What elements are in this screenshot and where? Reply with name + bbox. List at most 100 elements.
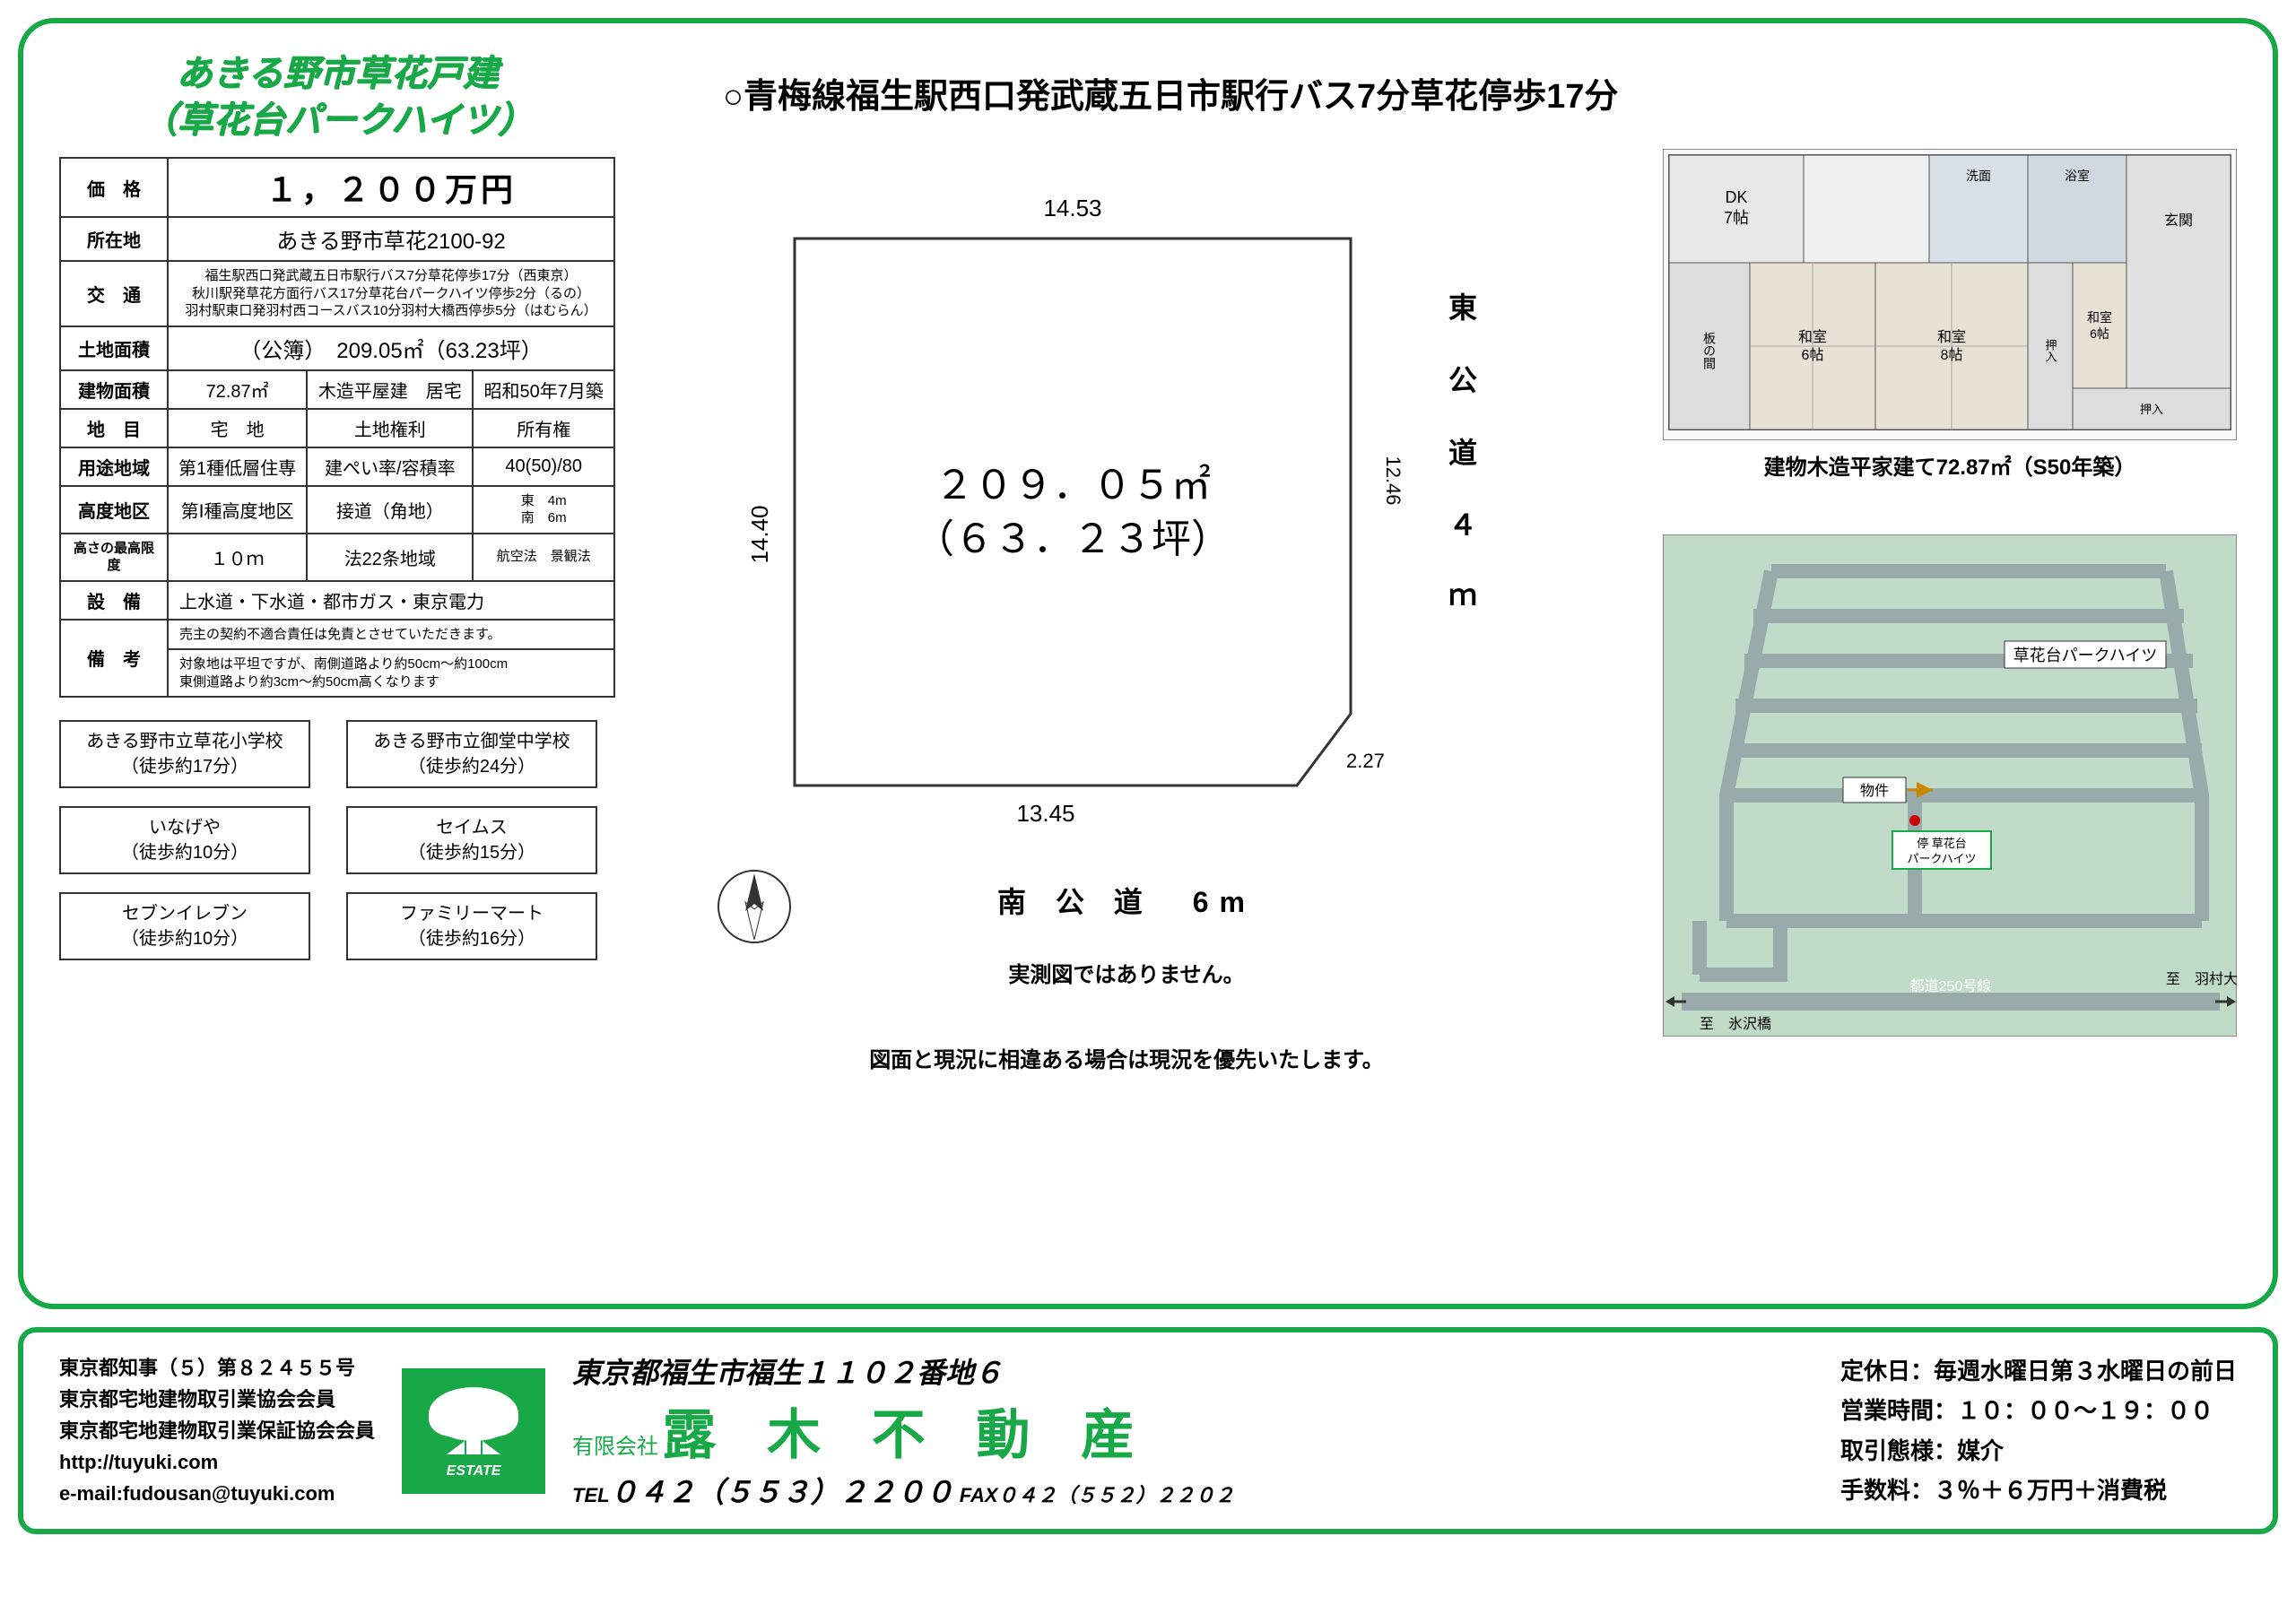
svg-text:至 羽村大橋: 至 羽村大橋 xyxy=(2166,971,2238,987)
company-name: 露 木 不 動 産 xyxy=(662,1405,1152,1465)
youto-v1: 第1種低層住専 xyxy=(168,447,307,486)
height-label: 高さの最高限度 xyxy=(60,534,168,581)
south-road-label: 南 公 道 6m xyxy=(723,880,1530,921)
koudo-v1: 第Ⅰ種高度地区 xyxy=(168,486,307,534)
youto-v2: 建ぺい率/容積率 xyxy=(307,447,473,486)
height-v2: 法22条地域 xyxy=(307,534,473,581)
access-info: ○青梅線福生駅西口発武蔵五日市駅行バス7分草花停歩17分 xyxy=(723,68,1618,117)
tree-icon xyxy=(420,1383,527,1463)
svg-text:6帖: 6帖 xyxy=(1802,347,1824,363)
assoc-1: 東京都宅地建物取引業協会会員 xyxy=(59,1384,375,1415)
facility-box: ファミリーマート（徒歩約16分） xyxy=(346,892,597,960)
land-area-value: （公簿） 209.05㎡（63.23坪） xyxy=(168,326,614,370)
transport-value: 福生駅西口発武蔵五日市駅行バス7分草花停歩17分（西東京） 秋川駅発草花方面行バ… xyxy=(168,261,614,326)
company-logo: ESTATE xyxy=(402,1368,545,1494)
svg-text:都道250号線: 都道250号線 xyxy=(1910,978,1992,994)
svg-text:6帖: 6帖 xyxy=(2090,326,2109,341)
compass-icon xyxy=(714,866,795,947)
email-addr: e-mail:fudousan@tuyuki.com xyxy=(59,1478,375,1509)
footer-business-info: 定休日：毎週水曜日第３水曜日の前日 営業時間：１０：００～１９：００ 取引態様：… xyxy=(1840,1351,2237,1510)
bikou-v2: 対象地は平坦ですが、南側道路より約50cm～約100cm 東側道路より約3cm～… xyxy=(168,649,614,697)
footer-credentials: 東京都知事（５）第８２４５５号 東京都宅地建物取引業協会会員 東京都宅地建物取引… xyxy=(59,1352,375,1510)
koudo-v2: 接道（角地） xyxy=(307,486,473,534)
facility-box: あきる野市立草花小学校（徒歩約17分） xyxy=(59,720,310,788)
land-area-label: 土地面積 xyxy=(60,326,168,370)
svg-text:押入: 押入 xyxy=(2140,403,2163,416)
nearby-facilities: あきる野市立草花小学校（徒歩約17分） あきる野市立御堂中学校（徒歩約24分） … xyxy=(59,720,615,960)
bldg-area-label: 建物面積 xyxy=(60,370,168,409)
svg-text:14.40: 14.40 xyxy=(746,505,773,563)
assoc-2: 東京都宅地建物取引業保証協会会員 xyxy=(59,1415,375,1446)
property-title: あきる野市草花戸建 （草花台パークハイツ） xyxy=(59,50,615,143)
location-value: あきる野市草花2100-92 xyxy=(168,217,614,261)
floorplan-diagram: DK 7帖 洗面 浴室 玄関 板の間 和室 6帖 xyxy=(1663,149,2237,440)
svg-text:7帖: 7帖 xyxy=(1724,209,1749,227)
svg-text:和室: 和室 xyxy=(1937,329,1966,345)
company-address: 東京都福生市福生１１０２番地６ xyxy=(572,1350,1813,1392)
svg-text:板の間: 板の間 xyxy=(1702,332,1717,370)
location-map: 草花台パークハイツ 物件 停 草花台 パークハイツ 都道250号線 至 羽村大橋… xyxy=(1663,534,2237,1037)
svg-text:和室: 和室 xyxy=(2087,310,2112,325)
property-details-table: 価 格 １，２００万円 所在地 あきる野市草花2100-92 交 通 福生駅西口… xyxy=(59,157,615,698)
svg-text:DK: DK xyxy=(1725,188,1747,206)
east-road-label: 東 公 道 ４ ｍ xyxy=(1440,292,1482,629)
price-label: 価 格 xyxy=(60,158,168,217)
svg-text:押入: 押入 xyxy=(2044,339,2057,362)
svg-text:2.27: 2.27 xyxy=(1346,750,1385,772)
height-v3: 航空法 景観法 xyxy=(473,534,614,581)
chimoku-v2: 土地権利 xyxy=(307,409,473,447)
right-column: DK 7帖 洗面 浴室 玄関 板の間 和室 6帖 xyxy=(1663,149,2237,1037)
location-label: 所在地 xyxy=(60,217,168,261)
youto-v3: 40(50)/80 xyxy=(473,447,614,486)
svg-text:14.53: 14.53 xyxy=(1043,195,1101,221)
plot-note-1: 実測図ではありません。 xyxy=(723,957,1530,988)
svg-text:物件: 物件 xyxy=(1860,783,1889,799)
koudo-v3: 東 4m 南 6m xyxy=(473,486,614,534)
plot-diagram: 14.53 14.40 13.45 2.27 12.46 ２０９．０５㎡ （６３… xyxy=(723,185,1530,1171)
website-link[interactable]: http://tuyuki.com xyxy=(59,1451,218,1473)
setsubi-label: 設 備 xyxy=(60,581,168,620)
lot-shape: 14.53 14.40 13.45 2.27 12.46 ２０９．０５㎡ （６３… xyxy=(723,185,1422,866)
chimoku-v1: 宅 地 xyxy=(168,409,307,447)
svg-text:草花台パークハイツ: 草花台パークハイツ xyxy=(2013,647,2158,664)
svg-text:玄関: 玄関 xyxy=(2164,213,2193,229)
business-hours: 営業時間：１０：００～１９：００ xyxy=(1840,1391,2237,1430)
bldg-area-v3: 昭和50年7月築 xyxy=(473,370,614,409)
transport-label: 交 通 xyxy=(60,261,168,326)
plot-note-2: 図面と現況に相違ある場合は現況を優先いたします。 xyxy=(723,1042,1530,1073)
svg-text:和室: 和室 xyxy=(1798,329,1827,345)
bldg-area-v2: 木造平屋建 居宅 xyxy=(307,370,473,409)
svg-text:停 草花台: 停 草花台 xyxy=(1917,837,1967,850)
license-no: 東京都知事（５）第８２４５５号 xyxy=(59,1352,375,1384)
footer-company: 東京都福生市福生１１０２番地６ 有限会社 露 木 不 動 産 TEL０４２（５５… xyxy=(572,1350,1813,1511)
svg-text:8帖: 8帖 xyxy=(1941,347,1963,363)
bikou-v1: 売主の契約不適合責任は免責とさせていただきます。 xyxy=(168,620,614,650)
setsubi-value: 上水道・下水道・都市ガス・東京電力 xyxy=(168,581,614,620)
facility-box: いなげや（徒歩約10分） xyxy=(59,806,310,874)
price-value: １，２００万円 xyxy=(168,158,614,217)
svg-text:（６３．２３坪）: （６３．２３坪） xyxy=(915,517,1231,561)
logo-text: ESTATE xyxy=(447,1463,501,1480)
svg-text:洗面: 洗面 xyxy=(1966,169,1991,183)
company-prefix: 有限会社 xyxy=(572,1435,658,1459)
facility-box: セイムス（徒歩約15分） xyxy=(346,806,597,874)
youto-label: 用途地域 xyxy=(60,447,168,486)
svg-text:パークハイツ: パークハイツ xyxy=(1907,852,1976,865)
svg-text:浴室: 浴室 xyxy=(2065,169,2090,183)
footer-contact: TEL０４２（５５３）２２００ FAX０４２（５５２）２２０２ xyxy=(572,1470,1813,1511)
transaction-type: 取引態様：媒介 xyxy=(1840,1431,2237,1471)
title-line1: あきる野市草花戸建 xyxy=(59,50,615,97)
chimoku-label: 地 目 xyxy=(60,409,168,447)
main-panel: あきる野市草花戸建 （草花台パークハイツ） ○青梅線福生駅西口発武蔵五日市駅行バ… xyxy=(18,18,2278,1309)
facility-box: セブンイレブン（徒歩約10分） xyxy=(59,892,310,960)
bikou-label: 備 考 xyxy=(60,620,168,698)
title-line2: （草花台パークハイツ） xyxy=(59,97,615,143)
footer-panel: 東京都知事（５）第８２４５５号 東京都宅地建物取引業協会会員 東京都宅地建物取引… xyxy=(18,1327,2278,1534)
svg-text:２０９．０５㎡: ２０９．０５㎡ xyxy=(935,464,1211,508)
koudo-label: 高度地区 xyxy=(60,486,168,534)
svg-text:13.45: 13.45 xyxy=(1016,800,1074,827)
bldg-area-v1: 72.87㎡ xyxy=(168,370,307,409)
chimoku-v3: 所有権 xyxy=(473,409,614,447)
facility-box: あきる野市立御堂中学校（徒歩約24分） xyxy=(346,720,597,788)
floorplan-caption: 建物木造平家建て72.87㎡（S50年築） xyxy=(1663,449,2237,481)
